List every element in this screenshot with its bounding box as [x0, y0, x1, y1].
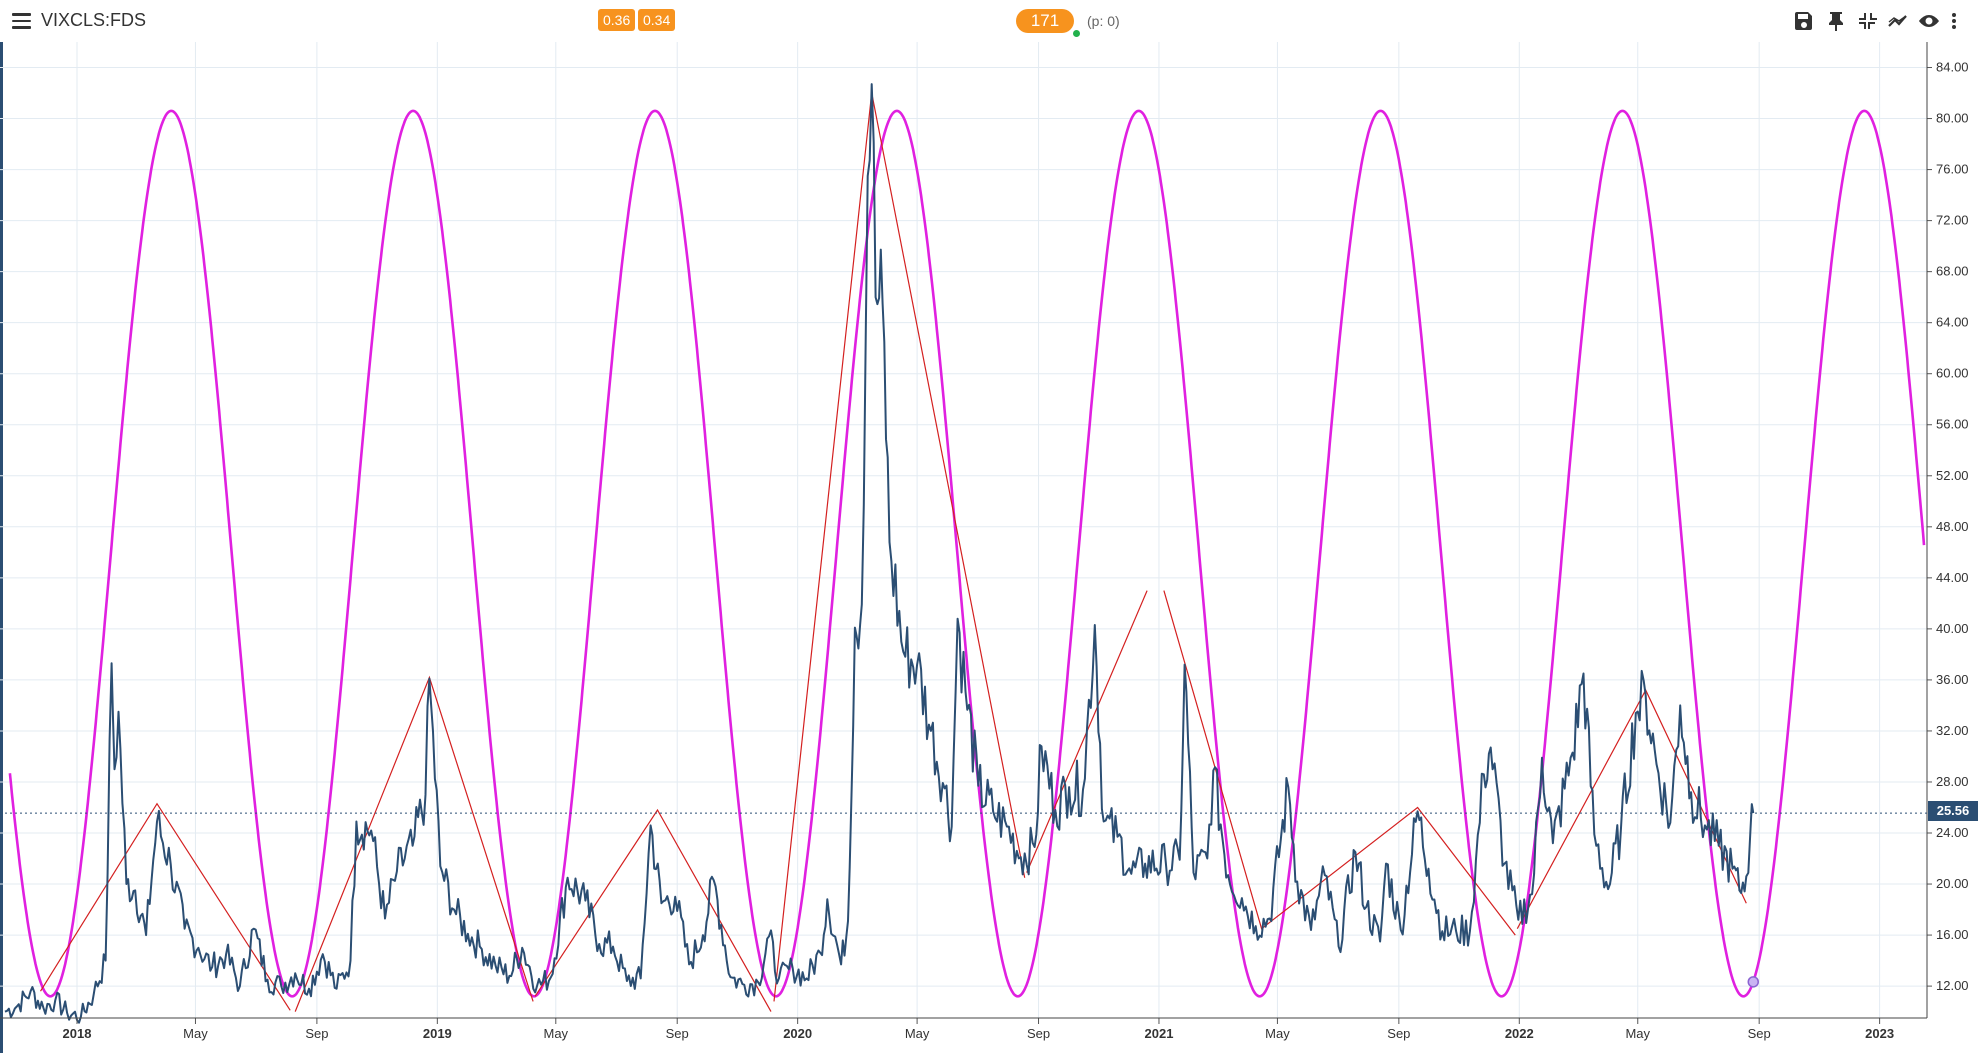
zigzag-segment	[294, 675, 534, 1012]
compress-icon[interactable]	[1855, 9, 1879, 33]
x-tick-label: Sep	[1387, 1026, 1410, 1041]
x-tick-label: May	[905, 1026, 930, 1041]
x-tick-label: 2021	[1145, 1026, 1174, 1041]
p-count-label: (p: 0)	[1087, 13, 1120, 29]
y-tick-label: 16.00	[1936, 927, 1969, 942]
x-tick-label: 2020	[783, 1026, 812, 1041]
zigzag-segment	[39, 802, 291, 1011]
status-dot	[1073, 30, 1080, 37]
chart-toolbar: VIXCLS:FDS 0.36 0.34 171 (p: 0)	[0, 0, 1978, 42]
x-tick-label: Sep	[1027, 1026, 1050, 1041]
zigzag-segment	[534, 808, 772, 1012]
y-tick-label: 12.00	[1936, 978, 1969, 993]
x-tick-label: May	[544, 1026, 569, 1041]
cycle-marker	[1747, 976, 1760, 988]
y-tick-label: 72.00	[1936, 213, 1969, 228]
price-line-layer	[4, 83, 1755, 1024]
trend-icon[interactable]	[1886, 9, 1910, 33]
y-tick-label: 52.00	[1936, 468, 1969, 483]
indicator-badge-2[interactable]: 0.34	[638, 9, 676, 31]
y-tick-label: 20.00	[1936, 876, 1969, 891]
y-tick-label: 68.00	[1936, 264, 1969, 279]
symbol-title[interactable]: VIXCLS:FDS	[41, 10, 147, 30]
y-tick-label: 28.00	[1936, 774, 1969, 789]
y-tick-label: 56.00	[1936, 417, 1969, 432]
y-tick-label: 48.00	[1936, 519, 1969, 534]
pin-icon[interactable]	[1824, 9, 1848, 33]
eye-icon[interactable]	[1917, 9, 1941, 33]
current-price-tag: 25.56	[1928, 801, 1978, 821]
x-tick-label: 2018	[63, 1026, 92, 1041]
x-tick-label: Sep	[305, 1026, 328, 1041]
x-tick-label: 2023	[1865, 1026, 1894, 1041]
x-tick-label: May	[183, 1026, 208, 1041]
y-tick-label: 84.00	[1936, 60, 1969, 75]
y-tick-label: 64.00	[1936, 315, 1969, 330]
y-tick-label: 40.00	[1936, 621, 1969, 636]
y-tick-label: 32.00	[1936, 723, 1969, 738]
save-icon[interactable]	[1792, 9, 1816, 33]
x-tick-label: 2022	[1505, 1026, 1534, 1041]
cycle-line	[8, 109, 1926, 998]
chart-axes: 12.00 16.00 20.00 24.00 28.00 32.00 36.00 40.00…	[0, 42, 1969, 1041]
price-line	[4, 83, 1755, 1024]
zigzag-layer	[39, 92, 1747, 1012]
x-tick-label: 2019	[423, 1026, 452, 1041]
y-tick-label: 80.00	[1936, 111, 1969, 126]
y-tick-label: 76.00	[1936, 162, 1969, 177]
chart-grid	[0, 42, 1927, 1018]
zigzag-segment	[1163, 590, 1516, 936]
y-tick-label: 24.00	[1936, 825, 1969, 840]
x-tick-label: May	[1265, 1026, 1290, 1041]
x-tick-label: May	[1625, 1026, 1650, 1041]
count-pill[interactable]: 171	[1016, 9, 1074, 33]
indicator-badge-1[interactable]: 0.36	[598, 9, 636, 31]
y-tick-label: 44.00	[1936, 570, 1969, 585]
y-tick-label: 60.00	[1936, 366, 1969, 381]
cycle-line-layer	[8, 109, 1926, 998]
more-vert-icon[interactable]	[1947, 9, 1961, 33]
hamburger-menu-icon[interactable]	[12, 13, 31, 29]
y-tick-label: 36.00	[1936, 672, 1969, 687]
x-tick-label: Sep	[666, 1026, 689, 1041]
x-tick-label: Sep	[1748, 1026, 1771, 1041]
